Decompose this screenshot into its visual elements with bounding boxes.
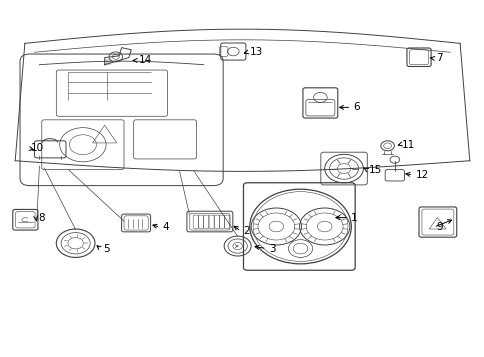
Text: 3: 3 [269,243,275,253]
Text: 2: 2 [243,226,250,236]
Text: 9: 9 [435,222,442,232]
Text: 5: 5 [103,244,109,254]
Text: 6: 6 [353,102,360,112]
Text: 4: 4 [162,222,169,232]
Text: 12: 12 [415,170,428,180]
Text: 10: 10 [30,143,44,153]
Text: 15: 15 [368,165,382,175]
Text: 13: 13 [249,47,262,57]
Text: 7: 7 [435,53,442,63]
Text: 1: 1 [350,213,357,223]
Text: 11: 11 [401,140,414,150]
Text: 8: 8 [38,213,45,223]
Text: 14: 14 [138,55,151,65]
